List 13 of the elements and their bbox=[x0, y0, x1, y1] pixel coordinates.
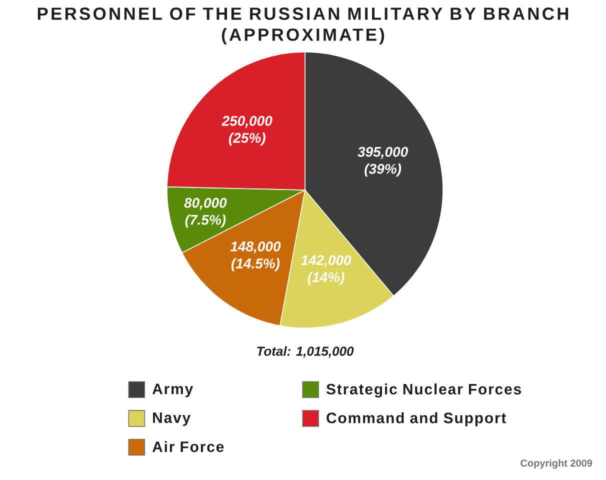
legend-label: Command and Support bbox=[326, 412, 506, 426]
legend-label: Air Force bbox=[152, 441, 224, 452]
data-label: 142,000 (14%) bbox=[300, 255, 352, 285]
legend-label: Navy bbox=[153, 412, 191, 426]
data-label: 250,000 (25%) bbox=[222, 116, 272, 146]
data-label: 395,000 (39%) bbox=[358, 146, 408, 177]
data-label: 148,000 (14.5%) bbox=[230, 242, 281, 272]
legend-label: Strategic Nuclear Forces bbox=[326, 383, 521, 398]
text: Copyright 2009 bbox=[520, 459, 592, 469]
chart-title: PERSONNEL OF THE RUSSIAN MILITARY BY BRANCH (APPROXIMATE) bbox=[38, 8, 568, 44]
data-label: 80,000 (7.5%) bbox=[184, 198, 227, 228]
legend-label: Army bbox=[152, 384, 194, 398]
text: Total: 1,015,000 bbox=[257, 346, 354, 358]
